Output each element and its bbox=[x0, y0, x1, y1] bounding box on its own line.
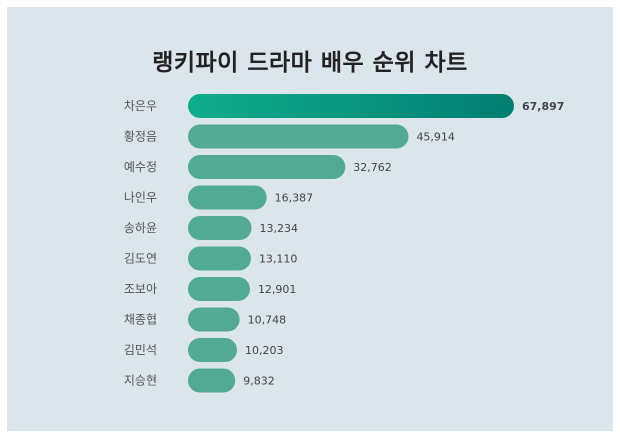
bar bbox=[188, 307, 240, 332]
category-label: 차은우 bbox=[124, 99, 157, 113]
value-label: 16,387 bbox=[275, 192, 314, 205]
category-label: 나인우 bbox=[124, 191, 157, 205]
value-label: 45,914 bbox=[416, 131, 455, 144]
bar bbox=[188, 155, 346, 179]
category-label: 채종협 bbox=[124, 313, 157, 327]
bar bbox=[188, 277, 250, 301]
category-label: 지승현 bbox=[124, 374, 157, 388]
bar bbox=[188, 338, 237, 362]
value-label: 12,901 bbox=[258, 283, 297, 296]
bar-chart: 차은우 67,897 황정음 45,914 예수정 32,762 나인우 16,387 송하윤 1… bbox=[124, 94, 564, 393]
bar bbox=[188, 124, 409, 149]
value-label: 10,748 bbox=[248, 314, 287, 327]
value-label: 10,203 bbox=[245, 344, 284, 357]
category-label: 조보아 bbox=[124, 282, 157, 296]
chart-title: 랭키파이 드라마 배우 순위 차트 bbox=[152, 50, 468, 76]
value-label: 13,110 bbox=[259, 253, 298, 266]
category-label: 예수정 bbox=[124, 160, 157, 174]
bar bbox=[188, 216, 252, 240]
value-label: 67,897 bbox=[522, 100, 564, 113]
bar bbox=[188, 368, 236, 393]
category-label: 황정음 bbox=[124, 130, 157, 144]
bar bbox=[188, 94, 514, 118]
bar bbox=[188, 185, 267, 210]
value-label: 13,234 bbox=[260, 222, 299, 235]
category-label: 송하윤 bbox=[124, 221, 157, 235]
value-label: 32,762 bbox=[353, 161, 392, 174]
bar bbox=[188, 246, 251, 271]
category-label: 김민석 bbox=[124, 343, 157, 357]
value-label: 9,832 bbox=[243, 375, 275, 388]
category-label: 김도연 bbox=[124, 252, 157, 266]
chart-card: 랭키파이 드라마 배우 순위 차트 차은우 67,897 황정음 45,914 예수정 3… bbox=[7, 7, 613, 431]
